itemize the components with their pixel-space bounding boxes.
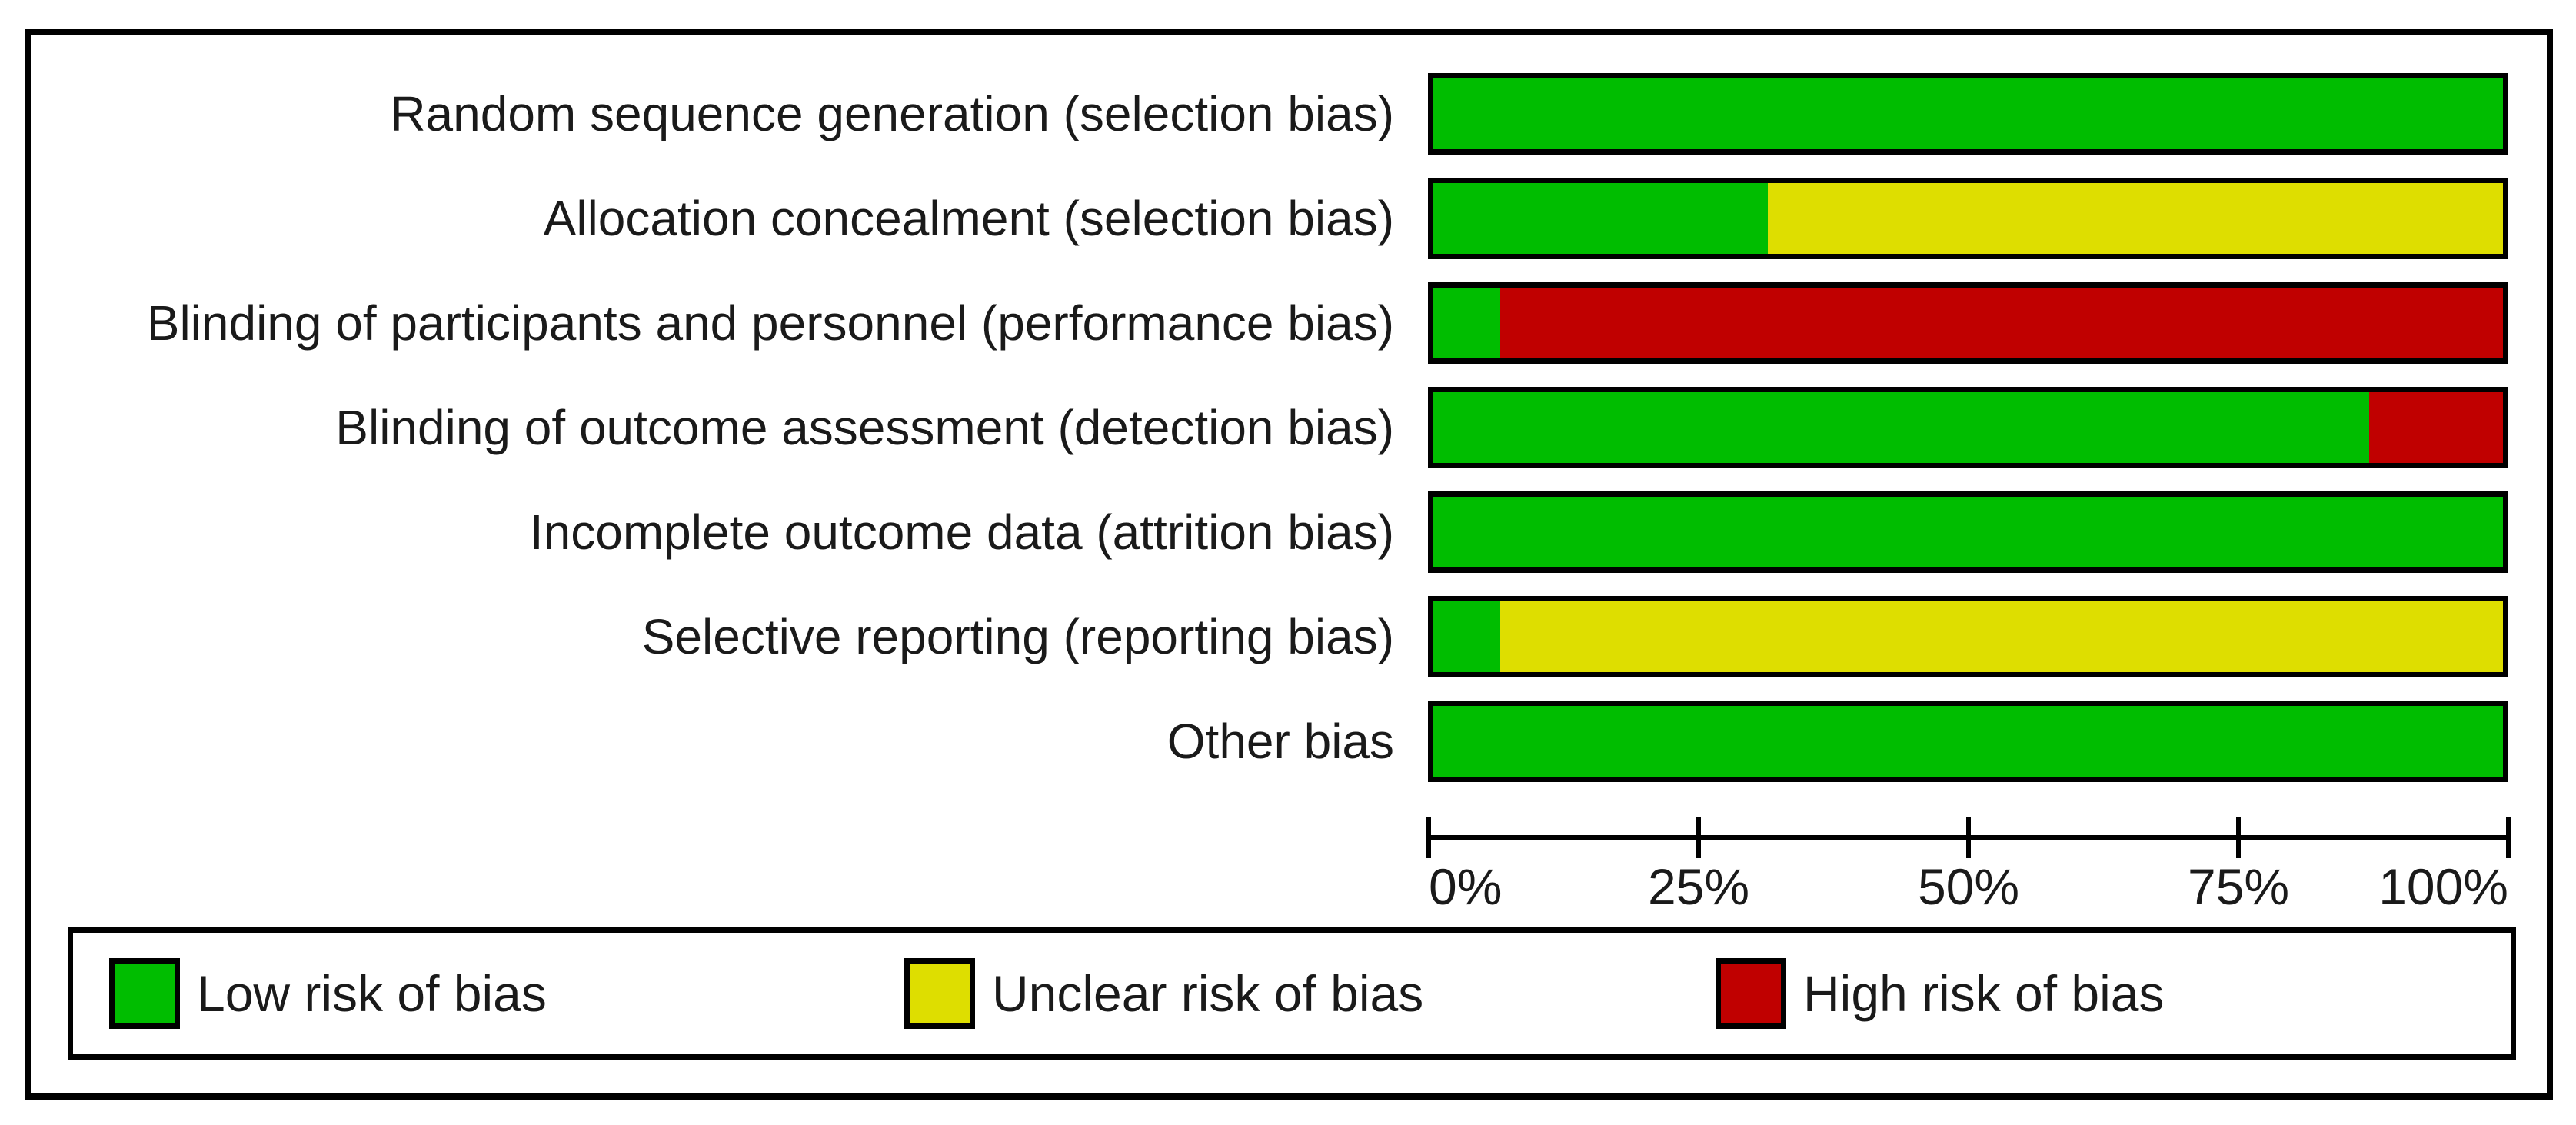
low-risk-segment: [1433, 497, 2503, 567]
stacked-bar: [1428, 701, 2508, 782]
legend-label-high: High risk of bias: [1803, 965, 2165, 1022]
x-axis-tick: [2506, 817, 2511, 858]
legend-item-high: High risk of bias: [1716, 933, 2165, 1054]
x-axis-tick-label: 75%: [2187, 858, 2290, 915]
stacked-bar: [1428, 282, 2508, 364]
stacked-bar: [1428, 73, 2508, 155]
stacked-bar: [1428, 178, 2508, 259]
x-axis-tick: [1966, 817, 1971, 858]
domain-label: Blinding of participants and personnel (…: [146, 295, 1394, 351]
high-risk-segment: [1499, 288, 2503, 358]
x-axis-tick-label: 50%: [1917, 858, 2020, 915]
unclear-risk-segment: [1767, 183, 2503, 254]
high-risk-swatch: [1716, 958, 1786, 1029]
low-risk-segment: [1433, 288, 1500, 358]
x-axis-tick-label: 25%: [1647, 858, 1750, 915]
x-axis-tick: [2236, 817, 2241, 858]
low-risk-segment: [1433, 78, 2503, 149]
stacked-bar: [1428, 491, 2508, 573]
low-risk-segment: [1433, 183, 1768, 254]
low-risk-segment: [1433, 392, 2370, 463]
domain-label: Random sequence generation (selection bi…: [390, 86, 1394, 141]
legend-label-low: Low risk of bias: [197, 965, 547, 1022]
domain-label: Selective reporting (reporting bias): [641, 609, 1394, 664]
low-risk-segment: [1433, 706, 2503, 777]
domain-label: Incomplete outcome data (attrition bias): [529, 504, 1394, 560]
domain-label: Allocation concealment (selection bias): [543, 191, 1394, 246]
stacked-bar: [1428, 596, 2508, 677]
legend-label-unclear: Unclear risk of bias: [992, 965, 1424, 1022]
outer-frame: Random sequence generation (selection bi…: [25, 29, 2553, 1100]
domain-label: Blinding of outcome assessment (detectio…: [335, 400, 1394, 455]
x-axis-tick-label: 100%: [2378, 858, 2508, 915]
x-axis-tick: [1426, 817, 1431, 858]
unclear-risk-segment: [1499, 601, 2503, 672]
unclear-risk-swatch: [904, 958, 975, 1029]
legend-item-low: Low risk of bias: [109, 933, 547, 1054]
domain-label: Other bias: [1167, 714, 1394, 769]
x-axis-tick-label: 0%: [1429, 858, 1503, 915]
stacked-bar: [1428, 387, 2508, 468]
legend-item-unclear: Unclear risk of bias: [904, 933, 1423, 1054]
legend-box: Low risk of bias Unclear risk of bias Hi…: [68, 927, 2516, 1060]
high-risk-segment: [2369, 392, 2503, 463]
low-risk-segment: [1433, 601, 1500, 672]
x-axis-tick: [1696, 817, 1701, 858]
low-risk-swatch: [109, 958, 180, 1029]
